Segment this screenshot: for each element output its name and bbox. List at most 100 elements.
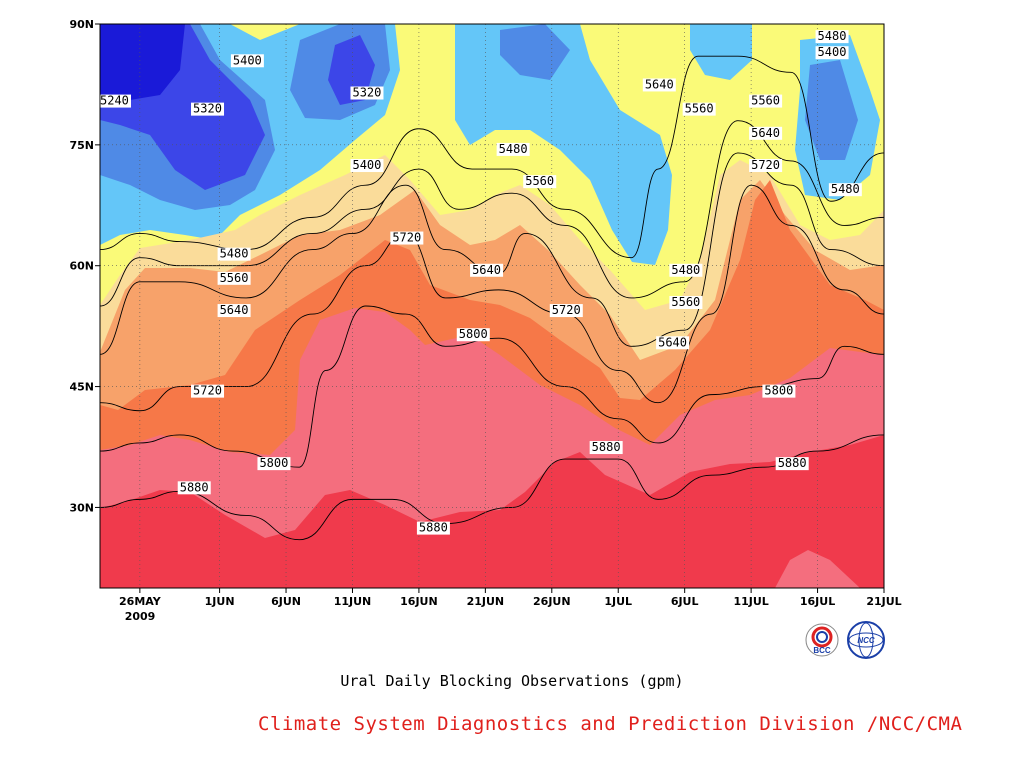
contour-label-text: 5800 <box>259 456 288 470</box>
contour-label-bg <box>217 271 251 285</box>
contour-label-bg <box>682 102 716 116</box>
contour-label: 5640 <box>217 303 251 318</box>
contour-label-bg <box>775 457 809 471</box>
contour-label-text: 5880 <box>419 521 448 535</box>
y-tick-label: 45N <box>69 381 94 394</box>
contour-label: 5800 <box>456 327 490 342</box>
contour-label: 5640 <box>470 263 504 277</box>
contour-label-text: 5720 <box>751 158 780 172</box>
ncc-logo: NCC <box>847 621 885 659</box>
contour-label-bg <box>815 30 849 44</box>
contour-label-text: 5880 <box>778 456 807 470</box>
x-tick-label: 26JUN <box>533 595 571 608</box>
contour-line-5800 <box>100 305 884 468</box>
x-tick-label: 16JUL <box>800 595 835 608</box>
contour-label-bg <box>217 304 251 318</box>
contour-label: 5480 <box>828 182 862 197</box>
contour-label: 5400 <box>230 53 264 68</box>
contour-label: 5560 <box>749 94 783 108</box>
y-tick-label: 75N <box>69 139 94 152</box>
contour-label: 5640 <box>749 126 783 140</box>
contour-label-bg <box>470 263 504 277</box>
contour-label: 5480 <box>496 142 530 156</box>
contour-label-bg <box>642 78 676 92</box>
contour-label-text: 5640 <box>220 303 249 317</box>
svg-text:BCC: BCC <box>813 646 831 655</box>
contour-label-bg <box>749 94 783 108</box>
contour-label: 5240 <box>98 94 131 108</box>
contour-label: 5560 <box>669 295 703 309</box>
contour-label-text: 5800 <box>459 327 488 341</box>
contour-label-bg <box>177 481 211 495</box>
contour-label-bg <box>416 521 450 535</box>
contour-label: 5720 <box>549 303 583 318</box>
x-tick-label: 11JUL <box>733 595 768 608</box>
contour-label-text: 5560 <box>220 271 249 285</box>
contour-label-text: 5480 <box>499 142 528 156</box>
contour-label: 5880 <box>177 480 211 495</box>
fill-band-below-5240 <box>100 24 185 100</box>
contour-label-text: 5320 <box>193 102 222 116</box>
contour-label-bg <box>98 94 131 108</box>
contour-label: 5560 <box>523 174 557 189</box>
contour-label-text: 5640 <box>751 126 780 140</box>
contour-label-text: 5560 <box>685 102 714 116</box>
contour-label: 5320 <box>191 102 225 116</box>
contour-line-5640 <box>100 152 884 355</box>
contour-label-bg <box>749 159 783 173</box>
contour-label: 5720 <box>749 158 783 173</box>
contour-label: 5480 <box>669 263 703 277</box>
contour-label-text: 5560 <box>525 174 554 188</box>
contour-label-text: 5480 <box>220 247 249 261</box>
contour-label-text: 5800 <box>764 384 793 398</box>
y-tick-label: 90N <box>69 18 94 31</box>
contour-label: 5720 <box>390 231 424 245</box>
contour-label-text: 5640 <box>472 263 501 277</box>
contour-label-bg <box>350 86 384 100</box>
contour-label-bg <box>350 159 384 173</box>
contour-label-bg <box>669 263 703 277</box>
contour-label-text: 5400 <box>818 45 847 59</box>
contour-label-bg <box>589 441 623 455</box>
contour-label-bg <box>669 296 703 309</box>
x-year-label: 2009 <box>125 610 156 623</box>
contour-label-bg <box>549 304 583 318</box>
credit-line: Climate System Diagnostics and Predictio… <box>258 713 963 735</box>
contour-label-bg <box>390 231 424 245</box>
contour-label: 5880 <box>589 440 623 455</box>
fill-band-5800-5880-south <box>775 550 860 588</box>
contour-label-text: 5880 <box>592 440 621 454</box>
x-tick-label: 1JUL <box>604 595 632 608</box>
contour-label-bg <box>456 328 490 342</box>
chart-caption: Ural Daily Blocking Observations (gpm) <box>340 672 684 690</box>
contour-label-bg <box>230 54 264 68</box>
contour-label: 5400 <box>815 45 849 60</box>
contour-label: 5640 <box>642 77 676 92</box>
contour-line-5720 <box>100 184 884 412</box>
contour-label-text: 5560 <box>671 295 700 309</box>
contour-label: 5720 <box>191 384 225 398</box>
y-axis: 30N 45N 60N 75N 90N <box>69 18 100 514</box>
x-axis: 26MAY 1JUN 6JUN 11JUN 16JUN 21JUN 26JUN 1JUL 6JU… <box>119 588 902 608</box>
contour-label-text: 5400 <box>352 158 381 172</box>
contour-label-bg <box>191 102 225 116</box>
contour-label-bg <box>762 384 796 398</box>
x-tick-label: 26MAY <box>119 595 162 608</box>
contour-label-text: 5400 <box>233 53 262 67</box>
y-tick-label: 60N <box>69 260 94 273</box>
contour-label: 5400 <box>350 158 384 173</box>
contour-label-bg <box>257 457 291 471</box>
contour-label: 5480 <box>217 247 251 261</box>
contour-label: 5480 <box>815 29 849 44</box>
contour-label: 5560 <box>217 271 251 285</box>
contour-label: 5560 <box>682 102 716 116</box>
contour-label-text: 5880 <box>180 480 209 494</box>
contour-label: 5800 <box>257 456 291 471</box>
contour-label-bg <box>828 183 862 197</box>
contour-label-text: 5720 <box>552 303 581 317</box>
contour-label-bg <box>656 336 690 350</box>
contour-label-bg <box>523 175 557 189</box>
contour-label: 5800 <box>762 384 796 398</box>
contour-label-text: 5640 <box>645 77 674 91</box>
